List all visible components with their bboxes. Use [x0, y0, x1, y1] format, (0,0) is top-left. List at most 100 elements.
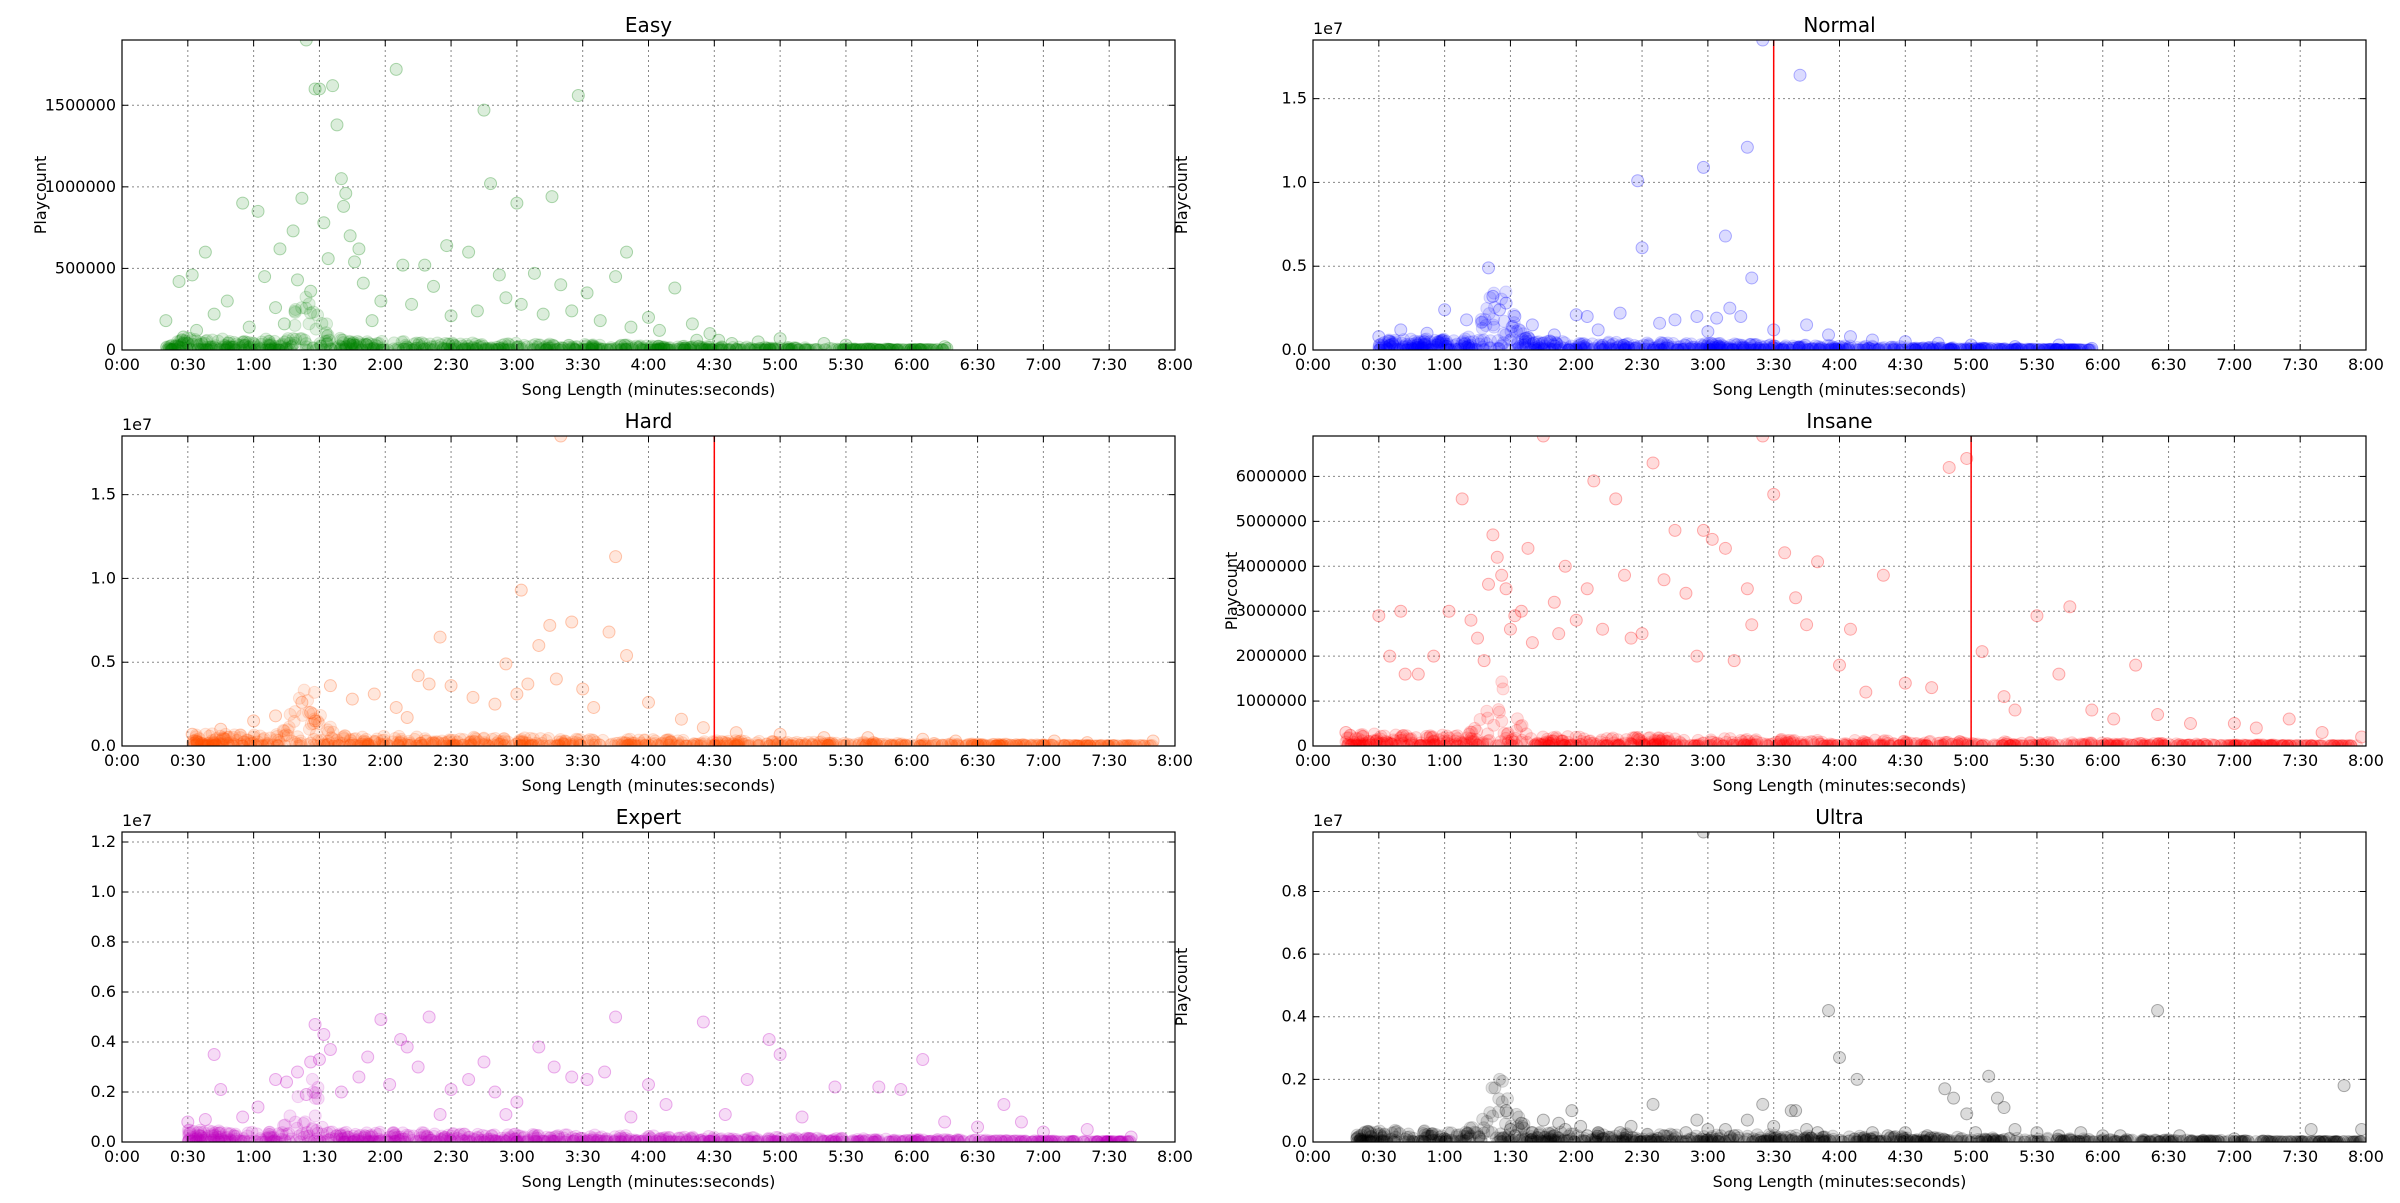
x-tick-label: 4:30	[1887, 355, 1923, 374]
data-point	[471, 305, 483, 317]
data-point	[309, 715, 321, 727]
data-point	[555, 279, 567, 291]
data-point	[1472, 632, 1484, 644]
y-tick-label: 0.0	[91, 736, 116, 755]
data-point	[1588, 475, 1600, 487]
data-point	[375, 295, 387, 307]
data-point	[1581, 310, 1593, 322]
data-point	[186, 728, 198, 740]
chart-title: Hard	[625, 409, 673, 433]
data-point	[1147, 735, 1159, 747]
data-point	[1711, 312, 1723, 324]
density-dot	[358, 339, 370, 351]
data-point	[2031, 610, 2043, 622]
data-point	[353, 243, 365, 255]
x-tick-label: 7:00	[2216, 355, 2252, 374]
data-point	[1719, 542, 1731, 554]
data-point	[1697, 161, 1709, 173]
data-point	[1768, 488, 1780, 500]
data-point	[1553, 628, 1565, 640]
chart-2: 0:00 0:30 1:00 1:30 2:00 2:30 3:00 3:30 4:00 4:30…	[0, 409, 1193, 795]
data-point	[1421, 327, 1433, 339]
x-tick-label: 7:30	[2282, 355, 2318, 374]
data-point	[2108, 713, 2120, 725]
data-point	[1669, 314, 1681, 326]
x-tick-label: 8:00	[1157, 751, 1193, 770]
y-tick-label: 1.0	[91, 568, 116, 587]
x-tick-label: 2:30	[1624, 751, 1660, 770]
data-point	[1746, 619, 1758, 631]
data-point	[1526, 637, 1538, 649]
density-dot	[1555, 735, 1567, 747]
x-tick-label: 1:00	[236, 355, 272, 374]
data-point	[515, 584, 527, 596]
density-dot	[470, 338, 482, 350]
data-point	[1976, 646, 1988, 658]
data-point	[537, 308, 549, 320]
density-dot	[2174, 738, 2186, 750]
data-point	[950, 735, 962, 747]
density-dot	[1792, 341, 1804, 353]
data-point	[331, 119, 343, 131]
data-point	[1487, 529, 1499, 541]
data-point	[2009, 341, 2021, 353]
data-point	[1658, 574, 1670, 586]
data-point	[1439, 304, 1451, 316]
density-dot	[1687, 341, 1699, 353]
density-dot	[288, 715, 300, 727]
density-dot	[699, 738, 711, 750]
data-point	[603, 626, 615, 638]
data-point	[287, 225, 299, 237]
x-tick-label: 5:30	[828, 355, 864, 374]
data-point	[653, 324, 665, 336]
data-point	[726, 337, 738, 349]
data-point	[368, 688, 380, 700]
data-point	[1491, 551, 1503, 563]
x-tick-label: 6:00	[2085, 355, 2121, 374]
data-point	[669, 282, 681, 294]
density-dot	[536, 343, 548, 355]
density-dot	[310, 323, 322, 335]
data-point	[1926, 682, 1938, 694]
data-point	[1597, 623, 1609, 635]
x-tick-label: 1:30	[301, 751, 337, 770]
density-dot	[289, 319, 301, 331]
data-point	[686, 318, 698, 330]
data-point	[511, 197, 523, 209]
data-point	[1691, 650, 1703, 662]
data-point	[2064, 601, 2076, 613]
data-point	[1048, 735, 1060, 747]
x-tick-label: 6:30	[2151, 751, 2187, 770]
data-point	[215, 723, 227, 735]
density-dot	[535, 733, 547, 745]
data-point	[1500, 297, 1512, 309]
data-point	[625, 321, 637, 333]
x-tick-label: 5:00	[1953, 751, 1989, 770]
x-tick-label: 6:00	[894, 355, 930, 374]
density-dot	[1371, 733, 1383, 745]
data-point	[1735, 310, 1747, 322]
density-dot	[1535, 738, 1547, 750]
x-tick-label: 8:00	[2348, 751, 2384, 770]
data-point	[1443, 605, 1455, 617]
data-point	[412, 670, 424, 682]
x-tick-label: 8:00	[2348, 355, 2384, 374]
x-tick-label: 3:00	[499, 751, 535, 770]
data-point	[1509, 310, 1521, 322]
density-dot	[248, 339, 260, 351]
data-point	[2130, 659, 2142, 671]
x-tick-label: 5:30	[828, 751, 864, 770]
data-point	[177, 331, 189, 343]
y-tick-label: 0.5	[91, 652, 116, 671]
density-dot	[1539, 343, 1551, 355]
data-point	[697, 722, 709, 734]
data-point	[515, 298, 527, 310]
data-point	[774, 333, 786, 345]
density-dot	[280, 342, 292, 354]
x-tick-label: 2:00	[367, 751, 403, 770]
y-tick-label: 2000000	[1236, 646, 1307, 665]
density-dot	[237, 336, 249, 348]
data-point	[485, 178, 497, 190]
data-point	[445, 680, 457, 692]
